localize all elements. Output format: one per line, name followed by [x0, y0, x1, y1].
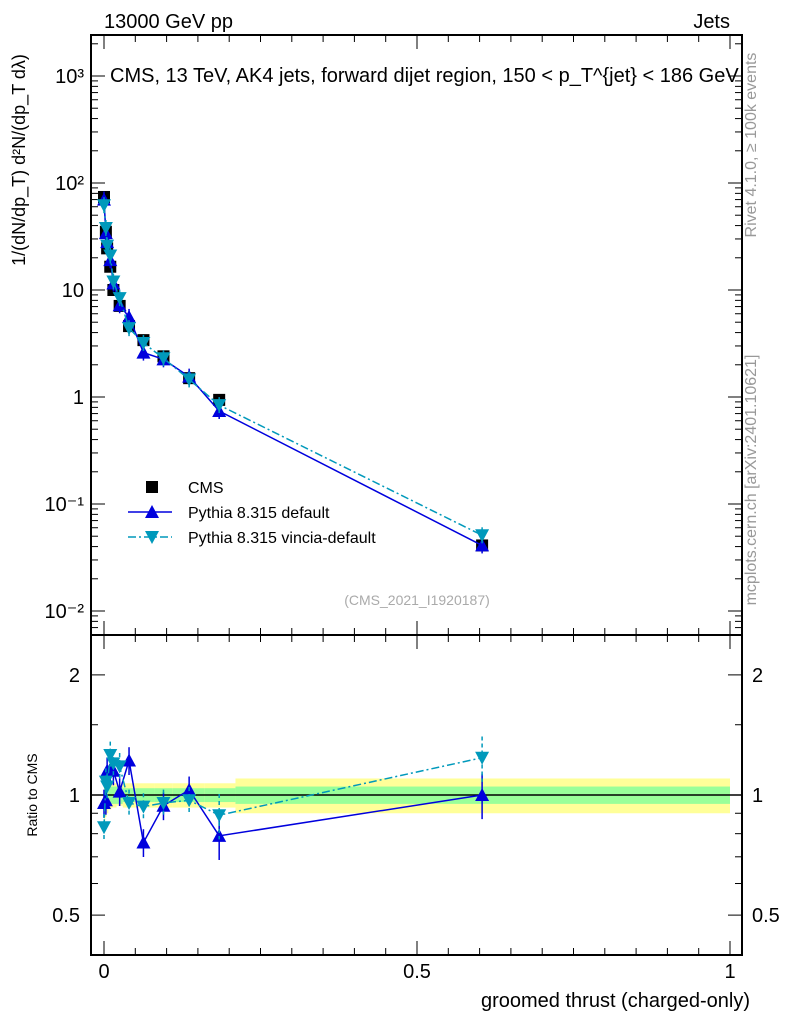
y-tick-label-right: 1 [752, 785, 763, 807]
data-point [182, 373, 197, 387]
y-tick-label: 10 [62, 280, 84, 302]
data-point [475, 538, 490, 552]
y-tick-label: 2 [69, 665, 80, 687]
data-point [136, 336, 151, 350]
data-point [475, 529, 490, 543]
data-point [212, 399, 227, 413]
ratio-point [136, 800, 151, 814]
series-line [103, 205, 483, 536]
y-axis-label: 1/(dN/dp_T) d²N/(dp_T dλ) [9, 54, 30, 266]
mcplots-label: mcplots.cern.ch [arXiv:2401.10621] [743, 355, 760, 606]
y-tick-label: 10⁻¹ [45, 494, 85, 516]
main-panel: 10⁻² 10⁻¹ 1 10 10² 10³ CMS Pythia 8.315 default… [45, 34, 743, 649]
ratio-point [212, 828, 227, 842]
series-line [103, 199, 483, 547]
x-tick-label: 1 [724, 961, 735, 983]
watermark: (CMS_2021_I1920187) [344, 592, 490, 608]
x-tick-label: 0 [98, 961, 109, 983]
ratio-point [156, 796, 171, 810]
ratio-point [97, 821, 111, 835]
y-tick-label: 10³ [55, 66, 84, 88]
legend-marker [145, 505, 159, 518]
data-point [103, 249, 118, 263]
ratio-point [100, 780, 115, 794]
ratio-point [475, 788, 490, 801]
ratio-point [212, 809, 227, 823]
chart-title: CMS, 13 TeV, AK4 jets, forward dijet reg… [110, 65, 739, 87]
y-tick-label-right: 2 [752, 665, 763, 687]
data-point [156, 352, 171, 366]
legend-marker [146, 481, 158, 493]
ratio-point [136, 835, 151, 849]
data-point [122, 309, 137, 323]
data-point [97, 199, 111, 213]
data-point [100, 239, 115, 253]
data-point [106, 275, 121, 289]
x-axis-label: groomed thrust (charged-only) [481, 990, 750, 1012]
x-tick-label: 0.5 [403, 961, 431, 983]
legend-label: Pythia 8.315 vincia-default [188, 530, 376, 547]
ratio-point [475, 751, 490, 765]
y-tick-label: 10⁻² [45, 601, 85, 623]
ratio-point [112, 760, 127, 774]
ratio-point [122, 753, 137, 767]
y-tick-label: 10² [55, 173, 84, 195]
ratio-panel: 0 0.5 1 0.5 0.5 1 1 2 2 [52, 621, 780, 983]
ratio-point [122, 796, 137, 810]
y-tick-label-right: 0.5 [752, 905, 780, 927]
legend-label: CMS [188, 480, 224, 497]
data-point [136, 345, 151, 359]
data-point [112, 292, 127, 306]
data-point [122, 322, 137, 336]
legend-label: Pythia 8.315 default [188, 505, 330, 522]
rivet-label: Rivet 4.1.0, ≥ 100k events [743, 53, 760, 238]
ratio-y-axis-label: Ratio to CMS [24, 753, 40, 836]
header-right: Jets [693, 11, 730, 33]
ratio-point [182, 794, 197, 808]
y-tick-label: 1 [73, 387, 84, 409]
y-tick-label: 0.5 [52, 905, 80, 927]
data-point [98, 221, 113, 235]
ratio-point [112, 784, 127, 798]
y-tick-label: 1 [69, 785, 80, 807]
header-left: 13000 GeV pp [104, 11, 233, 33]
legend-marker [145, 531, 159, 544]
